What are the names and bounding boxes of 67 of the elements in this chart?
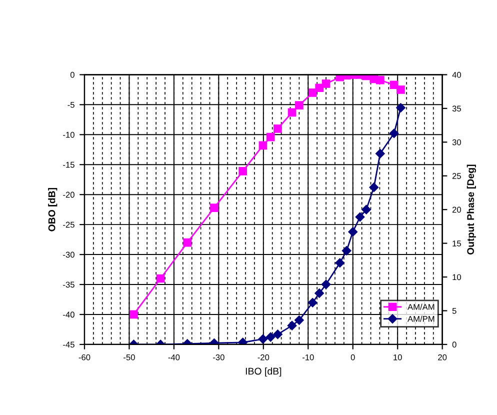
point [342, 246, 352, 256]
point [287, 320, 297, 330]
x-tick-label: -30 [213, 354, 224, 360]
x-tick-label: 0 [350, 354, 355, 360]
y2-tick-label: 35 [452, 106, 461, 112]
point [348, 227, 358, 236]
point [335, 258, 345, 268]
y-axis-title: OBO [dB] [48, 188, 58, 232]
point [308, 298, 318, 308]
point [266, 332, 276, 342]
point [266, 132, 275, 142]
y-tick-label: -25 [63, 222, 74, 228]
point [321, 280, 331, 290]
point [308, 88, 317, 97]
y-tick-label: -30 [63, 252, 74, 258]
point [273, 330, 282, 339]
point [258, 141, 268, 150]
y2-tick-label: 40 [452, 72, 461, 78]
y-tick-label: -10 [63, 132, 74, 138]
point [294, 316, 304, 325]
x-tick-label: -60 [78, 354, 90, 360]
point [396, 103, 406, 112]
point [376, 148, 385, 158]
point [183, 238, 192, 247]
y2-axis-title: Output Phase [Deg] [466, 164, 476, 255]
x-tick-label: -40 [168, 354, 180, 360]
point [355, 212, 365, 222]
legend-label: AM/PM [408, 316, 434, 322]
point [376, 76, 384, 84]
point [295, 101, 304, 110]
point [238, 338, 248, 344]
x-tick-label: -20 [258, 354, 270, 360]
point [238, 167, 247, 176]
point [389, 128, 399, 138]
y-tick-label: -20 [63, 192, 74, 198]
x-axis-title: IBO [dB] [246, 367, 282, 377]
point [322, 80, 330, 88]
y2-tick-label: 5 [452, 308, 456, 314]
legend-label: AM/AM [408, 304, 434, 310]
x-tick-label: 20 [438, 354, 447, 360]
point [390, 80, 398, 90]
point [156, 274, 165, 283]
y-tick-label: -40 [63, 312, 74, 318]
point [130, 310, 138, 319]
y2-tick-label: 25 [452, 173, 461, 179]
x-tick-label: 10 [394, 354, 402, 360]
point [362, 204, 371, 214]
point [274, 124, 282, 133]
y2-tick-label: 0 [452, 342, 456, 348]
point [369, 182, 379, 192]
y-tick-label: -15 [63, 162, 74, 168]
x-tick-label: -50 [124, 354, 135, 360]
y2-tick-label: 20 [452, 206, 461, 213]
point [396, 86, 405, 94]
point [288, 108, 296, 117]
point [314, 288, 324, 298]
y-tick-label: -35 [63, 282, 74, 288]
y2-tick-label: 30 [452, 139, 461, 146]
point [258, 334, 268, 344]
y-tick-label: -45 [63, 342, 74, 348]
y2-tick-label: 10 [452, 274, 461, 280]
point [210, 204, 218, 212]
y2-tick-label: 15 [452, 240, 461, 246]
x-tick-label: -10 [302, 354, 314, 360]
y-tick-label: 0 [70, 72, 74, 78]
y-tick-label: -5 [68, 102, 74, 108]
point [315, 84, 324, 92]
